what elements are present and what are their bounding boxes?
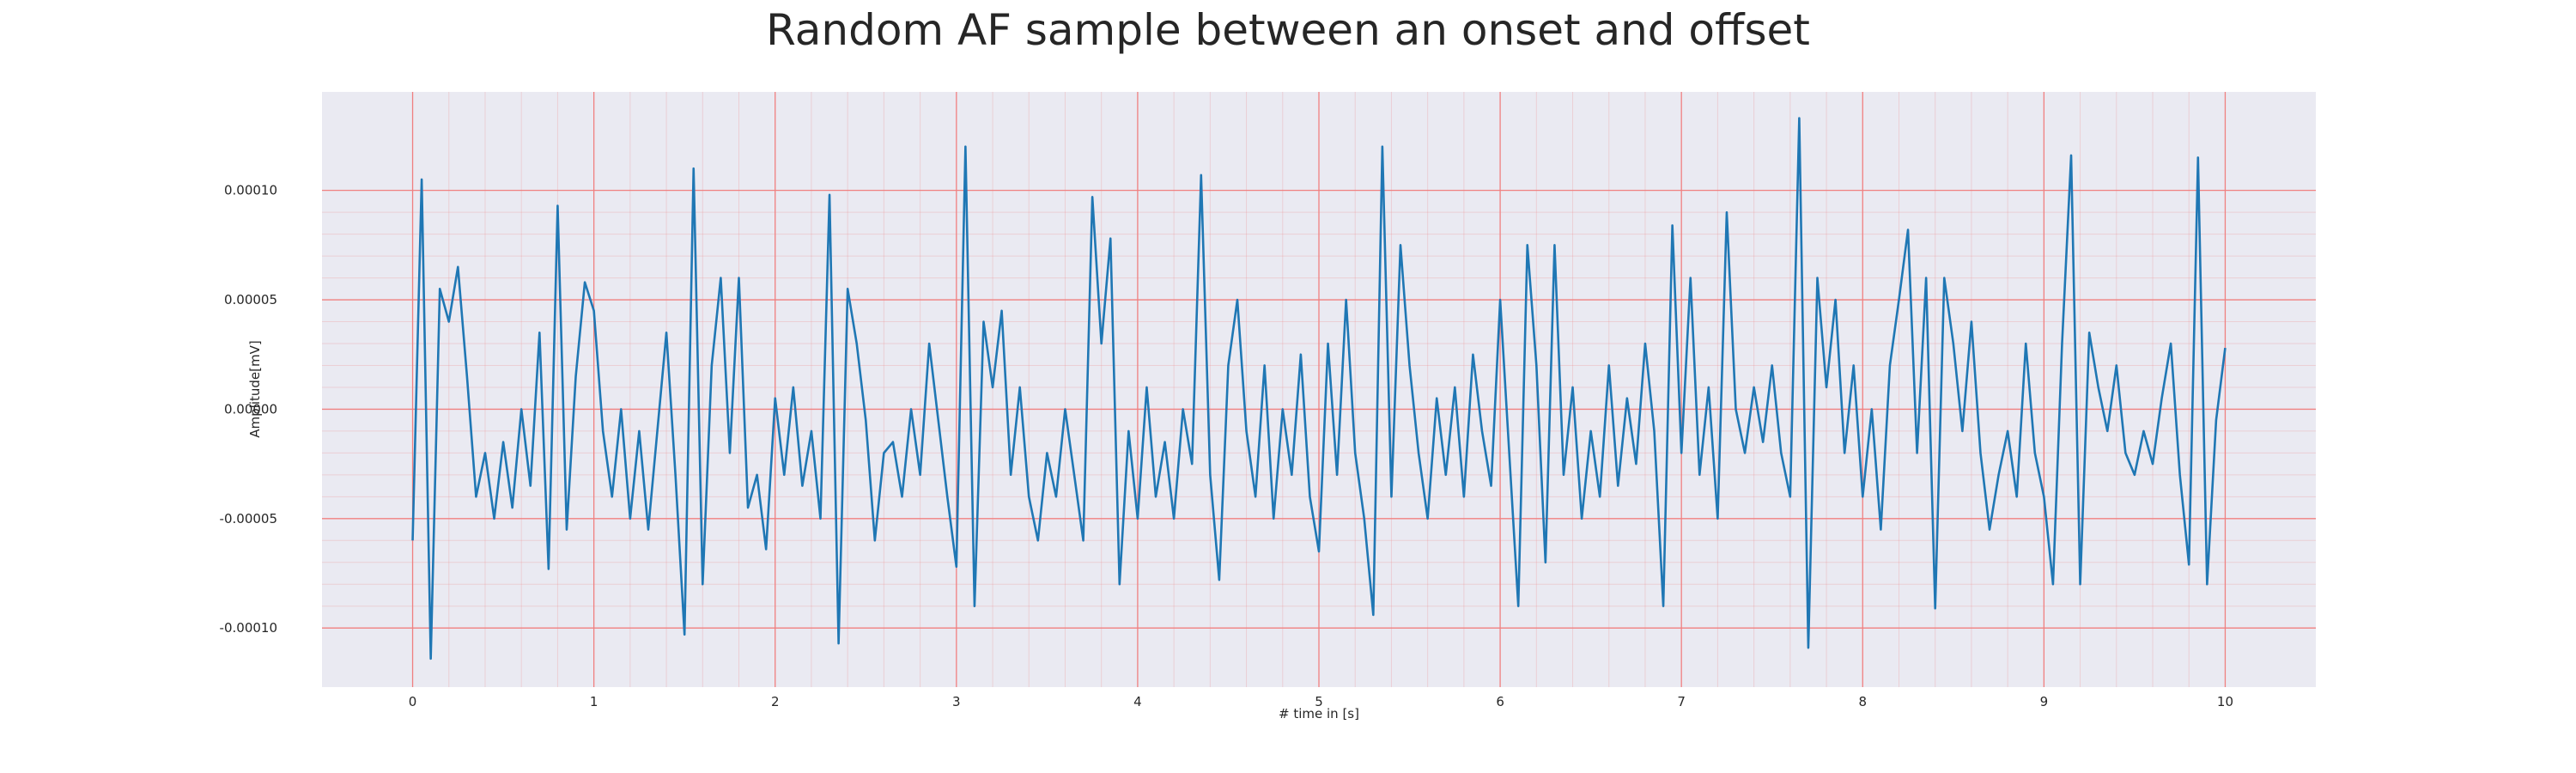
x-tick-label: 7	[1677, 694, 1686, 709]
x-tick-label: 8	[1858, 694, 1867, 709]
y-tick-label: 0.00010	[224, 183, 277, 198]
x-axis-label: # time in [s]	[1279, 706, 1359, 721]
x-tick-label: 5	[1315, 694, 1323, 709]
y-tick-label: 0.00000	[224, 401, 277, 417]
x-tick-label: 1	[590, 694, 598, 709]
data-line	[411, 117, 2227, 660]
x-tick-label: 4	[1133, 694, 1142, 709]
x-tick-label: 9	[2040, 694, 2049, 709]
y-axis-label: Amplitude[mV]	[247, 340, 263, 437]
x-tick-label: 0	[409, 694, 417, 709]
x-tick-label: 10	[2217, 694, 2233, 709]
y-tick-label: -0.00010	[220, 620, 277, 636]
x-tick-label: 6	[1496, 694, 1504, 709]
y-tick-label: -0.00005	[220, 511, 277, 526]
x-tick-label: 3	[952, 694, 961, 709]
x-tick-label: 2	[771, 694, 780, 709]
chart-title: Random AF sample between an onset and of…	[766, 5, 1810, 55]
y-tick-label: 0.00005	[224, 292, 277, 307]
